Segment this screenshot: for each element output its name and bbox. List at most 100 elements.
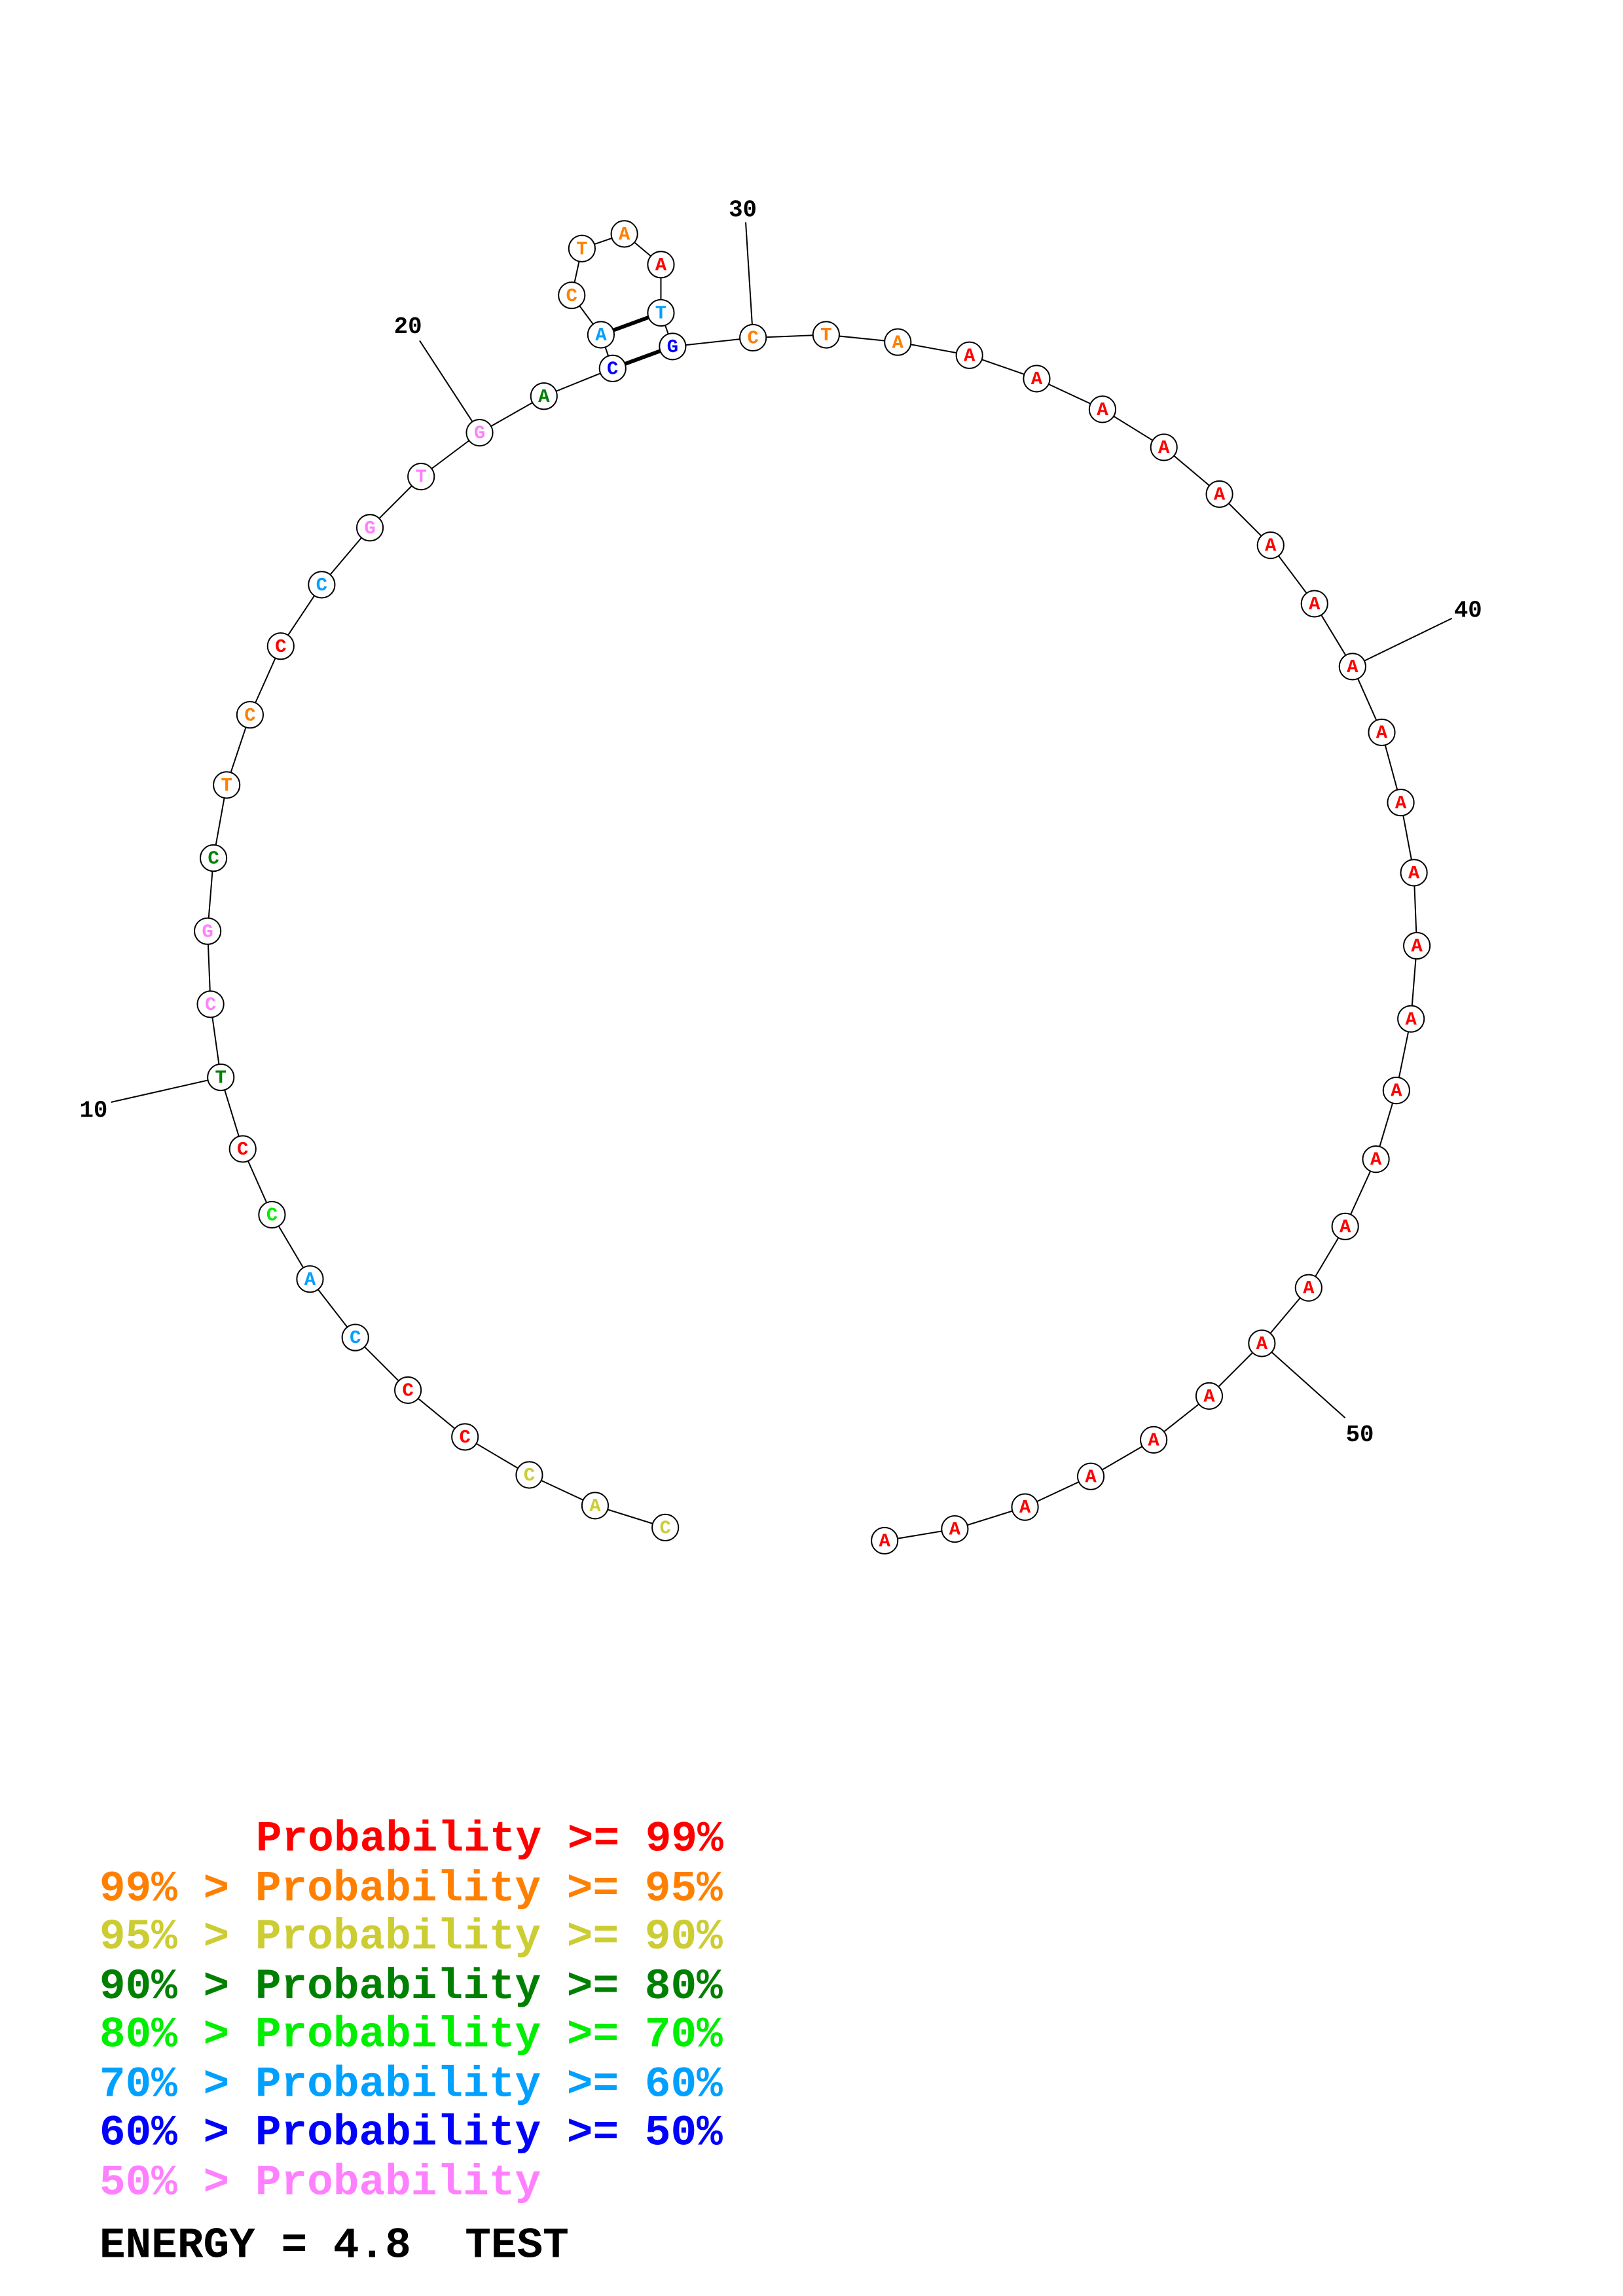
nucleotide-letter: C bbox=[205, 994, 216, 1016]
nucleotide-letter: G bbox=[667, 336, 678, 358]
nucleotide-letter: T bbox=[655, 303, 666, 325]
nucleotide-circle bbox=[407, 463, 435, 491]
nucleotide-letter: C bbox=[266, 1205, 278, 1227]
structure-title: TEST bbox=[465, 2221, 569, 2270]
nucleotide-28: T bbox=[647, 298, 675, 327]
legend-entry-3: 95% > Probability >= 90% bbox=[100, 1912, 723, 1962]
nucleotide-4: C bbox=[451, 1423, 479, 1451]
nucleotide-circle bbox=[1387, 789, 1415, 817]
nucleotide-circle bbox=[1338, 653, 1366, 681]
nucleotide-circle bbox=[199, 844, 228, 872]
nucleotide-34: A bbox=[1023, 365, 1051, 393]
nucleotide-letter: G bbox=[364, 518, 375, 539]
nucleotide-letter: A bbox=[655, 255, 667, 276]
nucleotide-10: T bbox=[207, 1063, 235, 1092]
position-label-line-40 bbox=[1352, 617, 1453, 668]
nucleotide-41: A bbox=[1368, 718, 1396, 747]
nucleotide-letter: A bbox=[964, 345, 976, 367]
legend-entry-1: Probability >= 99% bbox=[256, 1814, 723, 1863]
nucleotide-49: A bbox=[1294, 1274, 1322, 1302]
nucleotide-letter: C bbox=[747, 328, 758, 350]
nucleotide-circle bbox=[587, 321, 615, 349]
nucleotide-letter: C bbox=[208, 848, 219, 870]
nucleotide-43: A bbox=[1400, 859, 1428, 887]
nucleotide-circle bbox=[1397, 1005, 1425, 1033]
position-label-30: 30 bbox=[729, 197, 757, 224]
nucleotide-letter: A bbox=[949, 1519, 961, 1541]
nucleotide-letter: A bbox=[538, 386, 550, 408]
nucleotide-circle bbox=[568, 234, 596, 262]
position-label-40: 40 bbox=[1454, 598, 1482, 624]
nucleotide-circle bbox=[465, 419, 494, 447]
nucleotide-letter: A bbox=[619, 224, 630, 245]
nucleotide-circle bbox=[955, 341, 983, 369]
nucleotide-circle bbox=[451, 1423, 479, 1451]
nucleotide-1: C bbox=[651, 1513, 680, 1541]
position-label-50: 50 bbox=[1346, 1422, 1374, 1448]
nucleotide-38: A bbox=[1256, 531, 1285, 560]
nucleotide-letter: A bbox=[1376, 723, 1388, 744]
nucleotide-letter: C bbox=[237, 1139, 248, 1160]
nucleotide-letter: C bbox=[566, 285, 577, 307]
nucleotide-letter: A bbox=[304, 1269, 316, 1291]
nucleotide-letter: T bbox=[221, 775, 232, 797]
nucleotide-5: C bbox=[393, 1376, 422, 1405]
nucleotide-letter: A bbox=[1148, 1430, 1159, 1452]
nucleotide-circle bbox=[659, 332, 687, 361]
nucleotide-letter: C bbox=[524, 1465, 535, 1486]
nucleotide-circle bbox=[196, 990, 225, 1018]
nucleotide-circle bbox=[647, 298, 675, 327]
nucleotide-letter: T bbox=[415, 467, 426, 488]
nucleotide-14: T bbox=[213, 771, 241, 799]
nucleotide-circle bbox=[296, 1265, 324, 1293]
nucleotide-circle bbox=[1139, 1426, 1168, 1454]
position-label-line-50 bbox=[1261, 1342, 1346, 1419]
nucleotide-circle bbox=[871, 1526, 899, 1555]
nucleotide-39: A bbox=[1300, 590, 1328, 618]
nucleotide-36: A bbox=[1150, 433, 1178, 461]
nucleotide-letter: A bbox=[892, 332, 904, 353]
nucleotide-12: G bbox=[194, 917, 222, 945]
nucleotide-letter: C bbox=[402, 1380, 413, 1402]
nucleotide-circle bbox=[341, 1323, 369, 1352]
nucleotide-letter: C bbox=[459, 1427, 470, 1448]
nucleotide-circle bbox=[1023, 365, 1051, 393]
nucleotide-circle bbox=[647, 251, 675, 279]
nucleotide-22: C bbox=[598, 354, 627, 382]
nucleotide-circle bbox=[1088, 395, 1117, 423]
nucleotide-circle bbox=[530, 382, 558, 410]
position-label-20: 20 bbox=[394, 314, 422, 340]
nucleotide-circle bbox=[356, 514, 384, 542]
nucleotide-45: A bbox=[1397, 1005, 1425, 1033]
nucleotide-letter: A bbox=[1408, 863, 1420, 884]
nucleotide-23: A bbox=[587, 321, 615, 349]
nucleotide-letter: A bbox=[1203, 1386, 1215, 1408]
probability-legend: Probability >= 99% 99% > Probability >= … bbox=[100, 1814, 723, 2207]
nucleotide-letter: A bbox=[1411, 936, 1423, 958]
nucleotide-40: A bbox=[1338, 653, 1366, 681]
nucleotide-7: A bbox=[296, 1265, 324, 1293]
nucleotide-letter: A bbox=[1085, 1466, 1097, 1488]
legend-entry-5: 80% > Probability >= 70% bbox=[100, 2011, 723, 2060]
nucleotide-18: G bbox=[356, 514, 384, 542]
nucleotide-circle bbox=[558, 281, 586, 310]
nucleotide-13: C bbox=[199, 844, 228, 872]
nucleotide-circle bbox=[1300, 590, 1328, 618]
nucleotide-letter: A bbox=[1370, 1149, 1382, 1171]
position-label-10: 10 bbox=[79, 1097, 107, 1124]
backbone bbox=[207, 233, 1418, 1541]
nucleotide-50: A bbox=[1248, 1329, 1276, 1357]
nucleotide-circle bbox=[739, 323, 767, 352]
nucleotide-47: A bbox=[1362, 1145, 1390, 1174]
nucleotide-circle bbox=[1331, 1212, 1359, 1240]
position-label-line-20 bbox=[419, 340, 481, 433]
nucleotide-letter: C bbox=[244, 705, 255, 726]
nucleotide-circle bbox=[308, 571, 336, 599]
nucleotide-letter: C bbox=[275, 636, 286, 658]
nucleotide-circle bbox=[207, 1063, 235, 1092]
nucleotide-11: C bbox=[196, 990, 225, 1018]
nucleotide-letter: A bbox=[1097, 399, 1108, 421]
nucleotide-32: A bbox=[884, 328, 912, 356]
